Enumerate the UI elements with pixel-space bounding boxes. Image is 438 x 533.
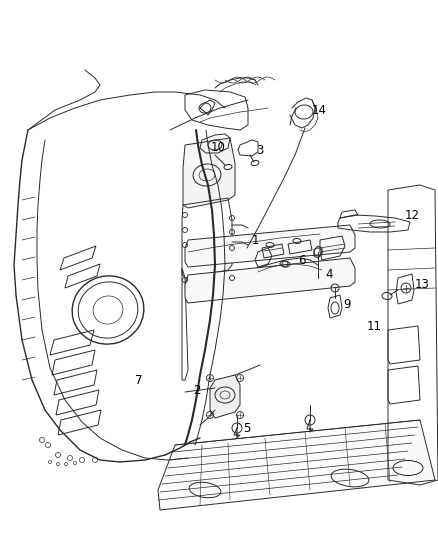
Text: 12: 12	[404, 208, 419, 222]
Text: 6: 6	[297, 254, 305, 266]
Text: 1: 1	[251, 233, 259, 246]
Text: 4: 4	[324, 268, 332, 280]
Text: 9: 9	[342, 297, 350, 311]
Text: 3: 3	[255, 143, 263, 157]
Polygon shape	[209, 375, 240, 418]
Polygon shape	[184, 225, 354, 267]
Polygon shape	[184, 258, 354, 303]
Text: 13: 13	[414, 278, 429, 290]
Text: 14: 14	[311, 103, 326, 117]
Text: 2: 2	[193, 384, 200, 397]
Polygon shape	[158, 420, 434, 510]
Polygon shape	[183, 138, 234, 208]
Text: 11: 11	[366, 320, 381, 334]
Text: 7: 7	[135, 374, 142, 386]
Text: 10: 10	[211, 141, 226, 154]
Text: 5: 5	[243, 423, 250, 435]
